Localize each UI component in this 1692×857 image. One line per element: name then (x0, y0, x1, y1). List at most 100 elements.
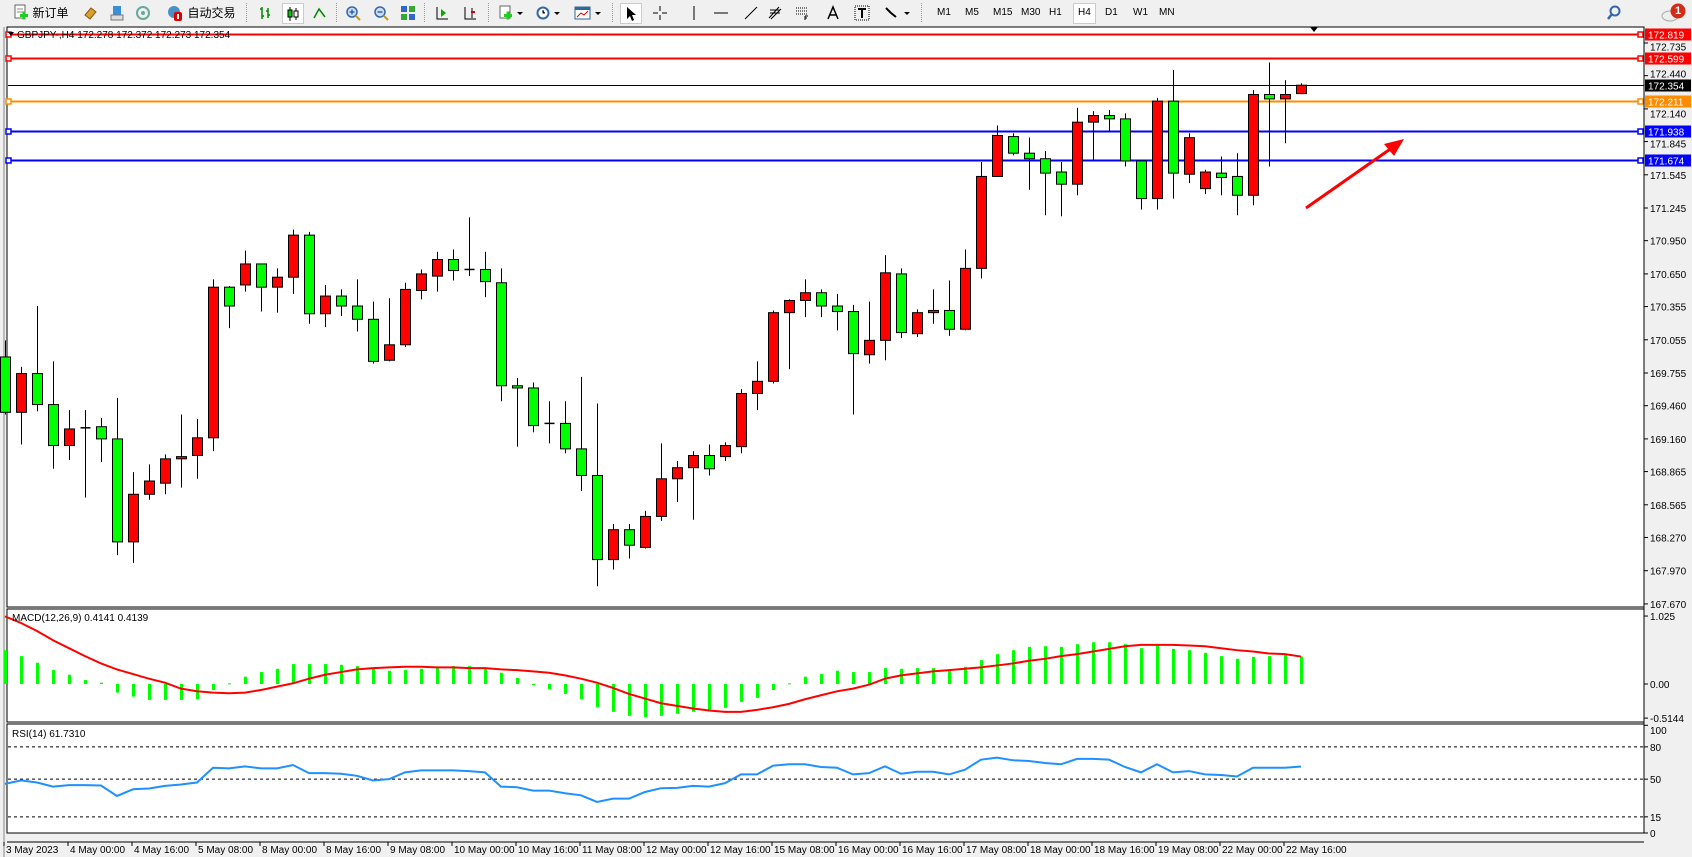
candle (224, 286, 235, 329)
tile-windows-button[interactable] (398, 3, 418, 22)
auto-trade-button[interactable]: 自动交易 (162, 3, 240, 22)
bar-chart-button[interactable] (255, 3, 275, 22)
macd-histogram-bar (756, 684, 759, 698)
notification-button[interactable]: 1 (1660, 3, 1688, 22)
rsi-tick-label: 0 (1650, 829, 1656, 840)
new-order-button[interactable]: 新订单 (6, 3, 76, 22)
candle-body (1296, 84, 1307, 95)
timeframe-m1[interactable]: M1 (937, 7, 951, 18)
time-label: 10 May 16:00 (518, 845, 579, 856)
candle (576, 376, 587, 491)
chart-window[interactable]: 172.735 172.440 172.140 171.845 171.545 171.2… (0, 25, 1692, 857)
chart-shift-marker-icon[interactable] (1310, 27, 1318, 32)
templates-button[interactable] (572, 3, 604, 22)
price-tag-bg (1645, 95, 1691, 108)
candle (560, 401, 571, 454)
fibonacci-button[interactable] (765, 3, 785, 22)
arrows-button[interactable] (880, 3, 914, 22)
timeframe-d1[interactable]: D1 (1105, 7, 1118, 18)
periods-button[interactable] (533, 3, 563, 22)
candle (672, 461, 683, 503)
candle-body (512, 385, 523, 389)
text-button[interactable] (823, 3, 843, 22)
candle (992, 125, 1003, 177)
search-button[interactable] (1604, 3, 1624, 22)
rsi-label: RSI(14) 61.7310 (12, 729, 86, 740)
price-tick-label: 167.670 (1650, 600, 1687, 611)
candle-body (672, 467, 683, 480)
line-handle-right[interactable] (1637, 31, 1644, 38)
candle-body (1136, 160, 1147, 200)
navigator-button[interactable] (107, 3, 127, 22)
timeframe-m30[interactable]: M30 (1021, 7, 1041, 18)
line-handle-right[interactable] (1637, 55, 1644, 62)
candle (1024, 137, 1035, 190)
macd-histogram-bar (708, 684, 711, 710)
macd-histogram-bar (852, 672, 855, 684)
candle-body (992, 134, 1003, 177)
line-handle-left[interactable] (5, 98, 12, 105)
candle-body (1040, 158, 1051, 174)
line-handle-right[interactable] (1637, 128, 1644, 135)
fibonacci-fan-button[interactable] (792, 3, 812, 22)
zoom-in-button[interactable] (343, 3, 363, 22)
macd-histogram-bar (548, 684, 551, 690)
time-label: 22 May 16:00 (1286, 845, 1347, 856)
timeframe-mn[interactable]: MN (1159, 7, 1175, 18)
macd-histogram-bar (932, 668, 935, 684)
timeframe-h4[interactable]: H4 (1073, 3, 1096, 24)
market-watch-button[interactable] (80, 3, 100, 22)
candle (960, 249, 971, 331)
cursor-button[interactable] (620, 3, 642, 24)
line-handle-left[interactable] (5, 157, 12, 164)
candle (496, 268, 507, 402)
candle (880, 255, 891, 361)
horizontal-line-button[interactable] (711, 3, 731, 22)
vertical-line-button[interactable] (684, 3, 704, 22)
candle-body (864, 339, 875, 356)
trend-arrow[interactable] (1305, 139, 1404, 210)
auto-scroll-button[interactable] (432, 3, 452, 22)
macd-signal-line (4, 615, 1302, 713)
macd-label: MACD(12,26,9) 0.4141 0.4139 (12, 613, 149, 624)
timeframe-h1[interactable]: H1 (1049, 7, 1062, 18)
line-handle-right[interactable] (1637, 157, 1644, 164)
indicators-button[interactable] (496, 3, 526, 22)
signal-button[interactable] (133, 3, 153, 22)
periods-icon (535, 5, 561, 21)
candle (240, 250, 251, 292)
candle (0, 340, 11, 415)
price-tag: 171.674 (1648, 157, 1685, 168)
candle (368, 301, 379, 364)
candle-body (288, 234, 299, 278)
timeframe-m15[interactable]: M15 (993, 7, 1013, 18)
macd-histogram-bar (884, 668, 887, 684)
timeframe-w1[interactable]: W1 (1133, 7, 1148, 18)
timeframe-m5[interactable]: M5 (965, 7, 979, 18)
line-handle-left[interactable] (5, 128, 12, 135)
candle-body (528, 387, 539, 427)
chart-shift-icon (462, 5, 478, 21)
candlestick-icon (285, 6, 301, 22)
text-icon (825, 4, 841, 21)
zoom-out-button[interactable] (371, 3, 391, 22)
candle-body (144, 480, 155, 495)
trendline-button[interactable] (741, 3, 761, 22)
macd-histogram-bar (500, 672, 503, 684)
candle-body (816, 292, 827, 307)
line-handle-right[interactable] (1637, 98, 1644, 105)
arrow-head-icon (1384, 139, 1404, 156)
line-chart-button[interactable] (310, 3, 330, 22)
candle-body (480, 268, 491, 283)
crosshair-button[interactable] (650, 3, 670, 22)
line-handle-left[interactable] (5, 55, 12, 62)
candle (464, 217, 475, 277)
text-label-button[interactable] (852, 3, 872, 22)
candlestick-button[interactable] (282, 3, 304, 24)
candle-body (1168, 100, 1179, 174)
macd-histogram-bar (804, 676, 807, 684)
chart-shift-button[interactable] (460, 3, 480, 22)
candle-body (0, 356, 11, 413)
candle-body (176, 456, 187, 460)
candle-body (1120, 118, 1131, 162)
